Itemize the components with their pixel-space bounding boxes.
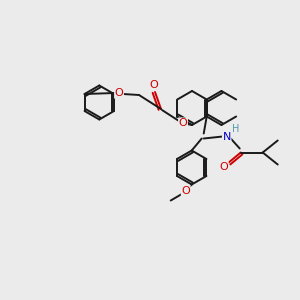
Text: O: O	[219, 161, 228, 172]
Text: O: O	[115, 88, 123, 98]
Text: O: O	[181, 185, 190, 196]
Text: H: H	[232, 124, 239, 134]
Text: N: N	[223, 131, 231, 142]
Text: O: O	[150, 80, 158, 90]
Text: O: O	[178, 118, 188, 128]
